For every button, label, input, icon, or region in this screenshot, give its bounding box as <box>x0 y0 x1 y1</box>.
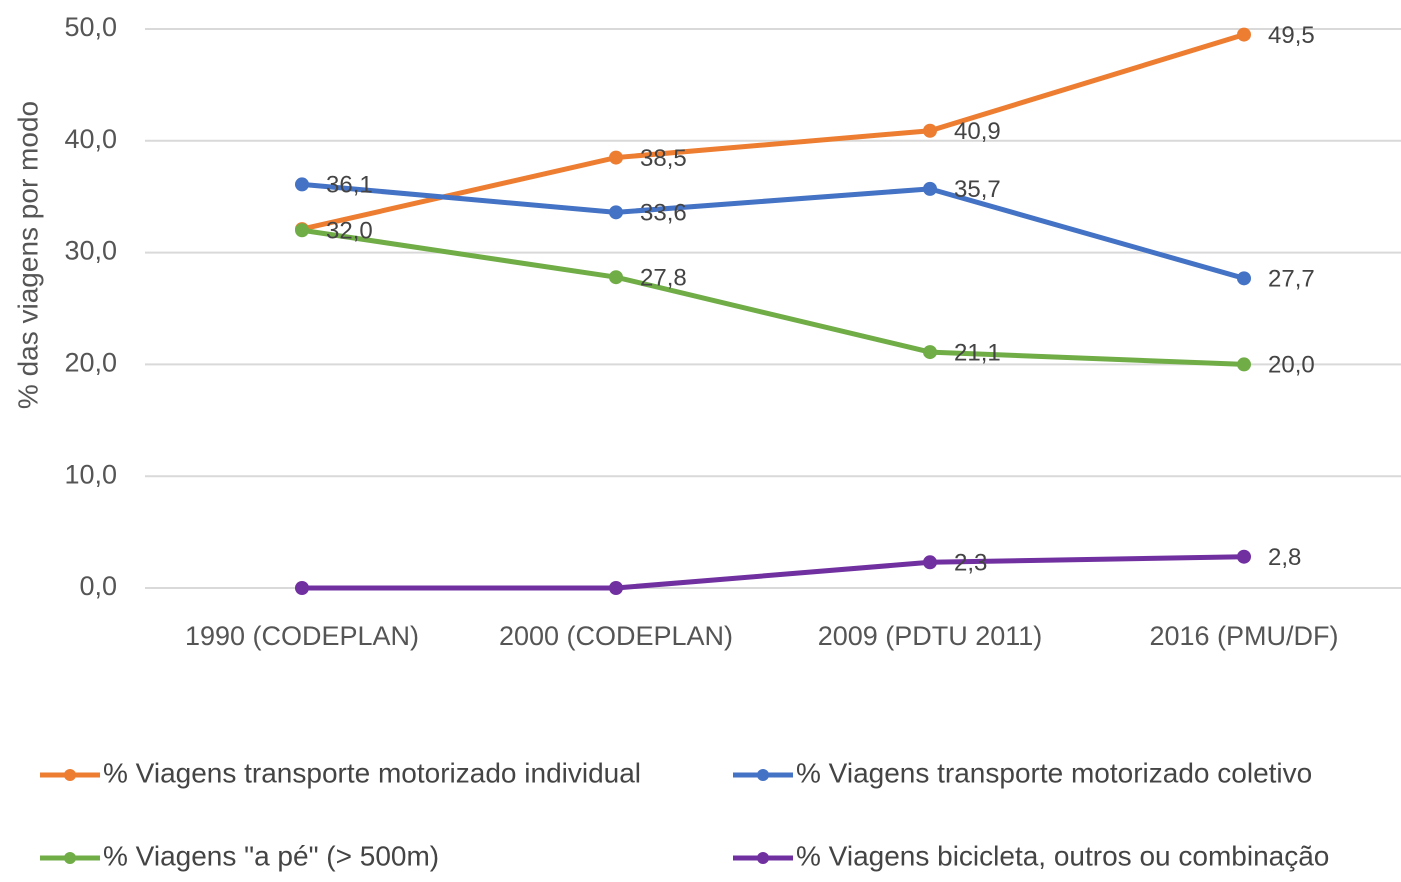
data-label: 20,0 <box>1268 352 1315 379</box>
data-label: 27,7 <box>1268 266 1315 293</box>
y-axis-label: % das viagens por modo <box>12 101 43 409</box>
y-tick-label: 20,0 <box>64 348 117 378</box>
x-tick-label: 2000 (CODEPLAN) <box>499 621 733 651</box>
data-label: 21,1 <box>954 339 1001 366</box>
data-label: 27,8 <box>640 265 687 292</box>
marker <box>295 223 309 238</box>
data-label: 49,5 <box>1268 22 1315 49</box>
legend-label: % Viagens transporte motorizado coletivo <box>796 757 1312 788</box>
legend-label: % Viagens bicicleta, outros ou combinaçã… <box>796 840 1329 871</box>
series-line <box>302 554 1245 591</box>
data-label: 40,9 <box>954 118 1001 145</box>
x-tick-label: 2016 (PMU/DF) <box>1149 621 1338 651</box>
x-tick-label: 1990 (CODEPLAN) <box>185 621 419 651</box>
x-tick-label: 2009 (PDTU 2011) <box>818 621 1043 651</box>
y-tick-label: 10,0 <box>64 459 117 489</box>
y-tick-label: 0,0 <box>79 571 117 601</box>
legend-marker <box>64 852 76 864</box>
marker <box>1237 357 1251 372</box>
data-label: 2,8 <box>1268 544 1301 571</box>
marker <box>923 345 937 360</box>
legend-label: % Viagens transporte motorizado individu… <box>103 757 641 788</box>
marker <box>295 177 309 192</box>
series-line <box>301 227 1245 367</box>
data-label: 32,0 <box>326 218 373 245</box>
marker <box>1237 549 1251 564</box>
marker <box>295 581 309 595</box>
marker <box>923 123 937 138</box>
data-label: 38,5 <box>640 145 687 172</box>
data-label: 2,3 <box>954 550 987 577</box>
y-tick-label: 50,0 <box>64 12 117 42</box>
legend-label: % Viagens "a pé" (> 500m) <box>103 840 439 871</box>
series-line <box>301 32 1245 232</box>
marker <box>609 270 623 285</box>
y-tick-label: 40,0 <box>64 124 117 154</box>
data-label: 33,6 <box>640 200 687 227</box>
marker <box>609 150 623 165</box>
marker <box>923 555 937 570</box>
marker <box>609 205 623 220</box>
legend-marker <box>757 852 769 864</box>
series-line <box>301 181 1245 281</box>
marker <box>1237 27 1251 42</box>
marker <box>1237 271 1251 286</box>
marker <box>609 581 623 595</box>
marker <box>923 181 937 196</box>
legend-marker <box>757 769 769 781</box>
data-label: 35,7 <box>954 176 1001 203</box>
legend-marker <box>64 769 76 781</box>
y-tick-label: 30,0 <box>64 236 117 266</box>
data-label: 36,1 <box>326 172 373 199</box>
